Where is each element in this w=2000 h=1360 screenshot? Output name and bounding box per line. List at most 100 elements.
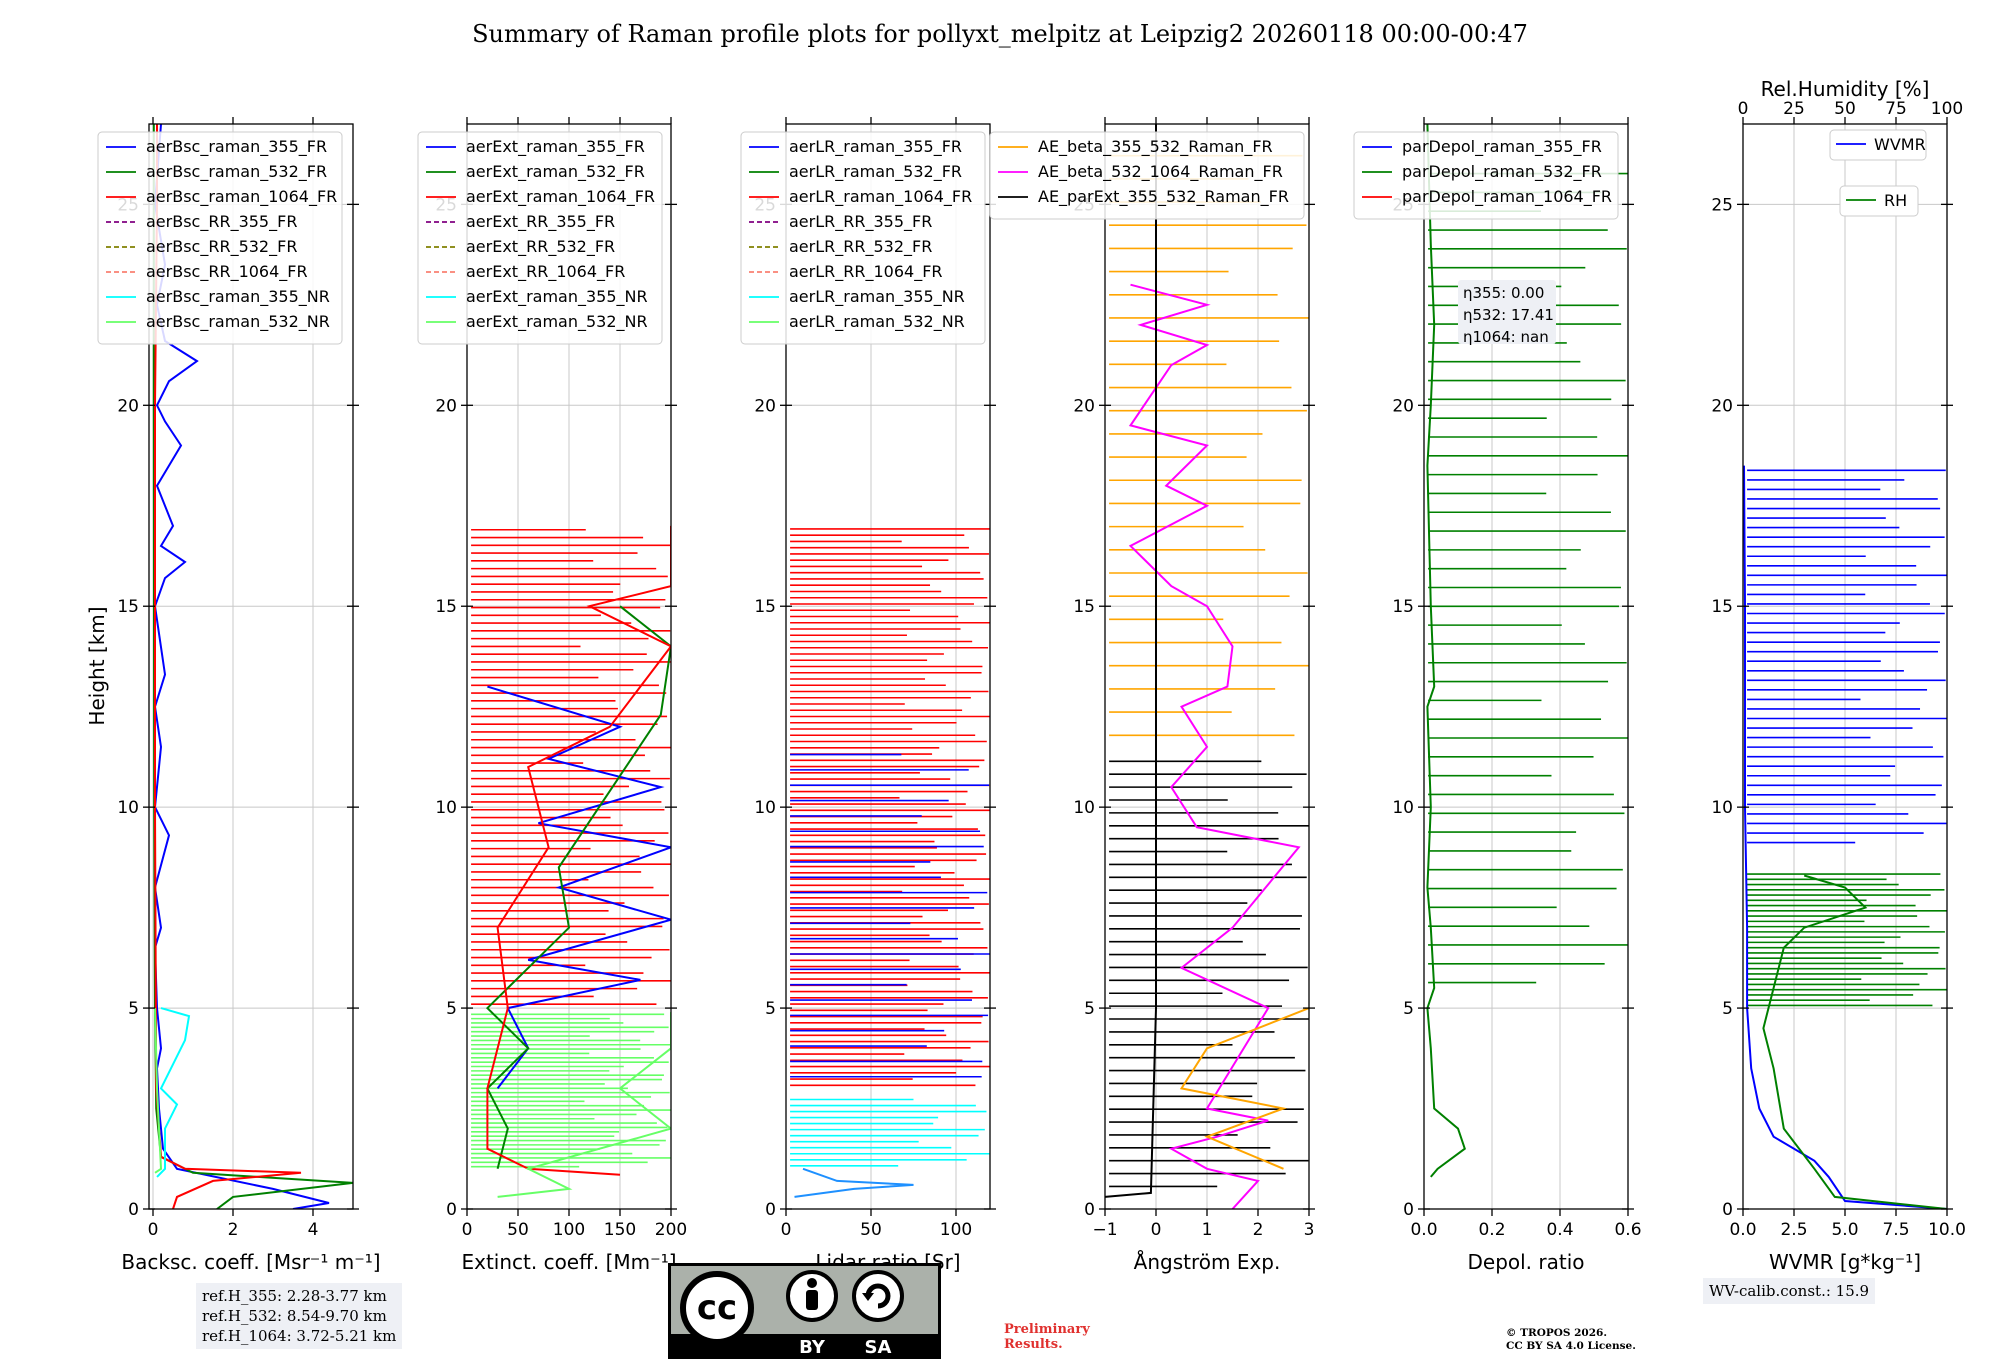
legend-label: aerBsc_RR_1064_FR: [146, 262, 308, 282]
xtick-label: 50: [860, 1220, 882, 1240]
series-line-AE_beta_355_532_Raman_FR: [1179, 1007, 1309, 1170]
annotation-box: [1458, 280, 1556, 344]
ytick-label: 25: [1711, 195, 1733, 215]
legend-label: aerBsc_raman_1064_FR: [146, 187, 337, 207]
preliminary-note: Preliminary Results.: [1004, 1322, 1090, 1352]
xtick-label: 100: [553, 1220, 585, 1240]
legend-label: aerExt_raman_532_FR: [466, 162, 645, 182]
series-line-aerExt_raman_532_FR: [485, 605, 671, 1170]
series-group: [1743, 465, 1947, 1209]
legend-label: aerExt_RR_1064_FR: [466, 262, 625, 282]
ytick-label: 10: [754, 798, 776, 818]
ytick-label: 15: [435, 597, 457, 617]
xtick-label: 0.2: [1478, 1220, 1505, 1240]
legend: aerExt_raman_355_FR aerExt_raman_532_FRae…: [417, 131, 663, 345]
ytick-label: 5: [765, 999, 776, 1019]
series-line-AE_parExt_355_532_Raman_FR: [1105, 124, 1157, 1198]
sa-label: SA: [865, 1337, 892, 1358]
panel-backscatter: 0510152025024Backsc. coeff. [Msr⁻¹ m⁻¹]H…: [85, 117, 381, 1274]
ytick-label: 0: [128, 1200, 139, 1220]
panel-lidar_ratio: 0510152025050100Lidar ratio [Sr]aerLR_ra…: [740, 117, 996, 1274]
xtick-label: 0.0: [1410, 1220, 1437, 1240]
legend-label: aerBsc_raman_532_FR: [146, 162, 327, 182]
xtick-label: 2: [228, 1220, 239, 1240]
xtick-label: 0.4: [1546, 1220, 1573, 1240]
axes-frame: [785, 123, 991, 1210]
reference-height-box: ref.H_355: 2.28-3.77 km ref.H_532: 8.54-…: [196, 1283, 403, 1349]
copyright-note: © TROPOS 2026. CC BY SA 4.0 License.: [1506, 1327, 1636, 1353]
series-group: [1105, 124, 1309, 1209]
ytick-label: 5: [1084, 999, 1095, 1019]
legend-label: aerExt_raman_355_FR: [466, 137, 645, 157]
xtick-label: 7.5: [1882, 1220, 1909, 1240]
series-line-aerLR_raman_355_NR: [794, 1167, 914, 1198]
ytick-label: 20: [754, 396, 776, 416]
copyright-line2: CC BY SA 4.0 License.: [1506, 1340, 1636, 1352]
legend-label: aerLR_raman_532_FR: [789, 162, 962, 182]
legend-label: aerLR_RR_1064_FR: [789, 262, 943, 282]
ytick-label: 20: [435, 396, 457, 416]
yaxis-label: Height [km]: [85, 606, 109, 725]
legend-label: parDepol_raman_355_FR: [1402, 137, 1602, 157]
xtick-label: 3: [1304, 1220, 1315, 1240]
legend-label: aerLR_RR_532_FR: [789, 237, 932, 257]
annotation-line: η532: 17.41: [1463, 306, 1554, 324]
ytick-label: 15: [1711, 597, 1733, 617]
legend-label: AE_parExt_355_532_Raman_FR: [1038, 187, 1289, 207]
legend-label: aerExt_raman_1064_FR: [466, 187, 655, 207]
legend-box: [989, 131, 1305, 220]
series-line-aerBsc_raman_355_NR: [156, 1007, 191, 1178]
series-line-aerExt_raman_532_NR: [497, 1012, 671, 1198]
xtick-label: 0: [781, 1220, 792, 1240]
xtick-label: 0.6: [1614, 1220, 1641, 1240]
ytick-label: 0: [1403, 1200, 1414, 1220]
xtick-label: 2.5: [1780, 1220, 1807, 1240]
series-line-parDepol_raman_532_FR: [1426, 124, 1466, 1178]
legend-label: aerBsc_raman_355_FR: [146, 137, 327, 157]
legend-label: AE_beta_355_532_Raman_FR: [1038, 137, 1273, 157]
legend-label: aerExt_RR_355_FR: [466, 212, 615, 232]
legend-label: aerLR_raman_355_FR: [789, 137, 962, 157]
legend-box: [740, 131, 986, 345]
xtick-label: 150: [604, 1220, 636, 1240]
legend-label: aerBsc_RR_532_FR: [146, 237, 297, 257]
panel-extinction: 0510152025050100150200Extinct. coeff. [M…: [417, 117, 687, 1274]
cc-text: cc: [697, 1288, 737, 1328]
legend: WVMR RH: [1829, 129, 1927, 217]
legend-label: RH: [1884, 191, 1907, 210]
legend-label: aerExt_raman_532_NR: [466, 312, 648, 332]
top-xtick-label: 0: [1738, 99, 1749, 119]
ytick-label: 0: [1084, 1200, 1095, 1220]
ytick-label: 20: [117, 396, 139, 416]
xtick-label: 0: [148, 1220, 159, 1240]
legend-label: parDepol_raman_532_FR: [1402, 162, 1602, 182]
legend-box: [97, 131, 343, 345]
legend-label: aerBsc_raman_532_NR: [146, 312, 330, 332]
axes-frame: [1423, 123, 1629, 1210]
legend-label: aerLR_raman_1064_FR: [789, 187, 972, 207]
series-line-aerBsc_raman_532_NR: [154, 1008, 163, 1174]
top-xtick-label: 100: [1931, 99, 1963, 119]
top-xtick-label: 50: [1834, 99, 1856, 119]
copyright-line1: © TROPOS 2026.: [1506, 1327, 1608, 1339]
legend-box: [1829, 129, 1927, 161]
ytick-label: 0: [1722, 1200, 1733, 1220]
legend-label: aerExt_raman_355_NR: [466, 287, 648, 307]
xtick-label: 2: [1253, 1220, 1264, 1240]
legend: parDepol_raman_355_FR parDepol_raman_532_…: [1353, 131, 1619, 220]
ytick-label: 0: [765, 1200, 776, 1220]
xtick-label: 10.0: [1928, 1220, 1966, 1240]
eta-annotation: η355: 0.00 η532: 17.41 η1064: nan: [1458, 280, 1556, 346]
legend-box: [417, 131, 663, 345]
ytick-label: 15: [1392, 597, 1414, 617]
ytick-label: 15: [117, 597, 139, 617]
xaxis-label: Ångström Exp.: [1134, 1250, 1281, 1274]
preliminary-line1: Preliminary: [1004, 1322, 1090, 1337]
series-group: [471, 525, 671, 1198]
ytick-label: 0: [446, 1200, 457, 1220]
ref-h-532: ref.H_532: 8.54-9.70 km: [202, 1307, 387, 1325]
legend-label: aerLR_raman_532_NR: [789, 312, 965, 332]
preliminary-line2: Results.: [1004, 1337, 1063, 1352]
